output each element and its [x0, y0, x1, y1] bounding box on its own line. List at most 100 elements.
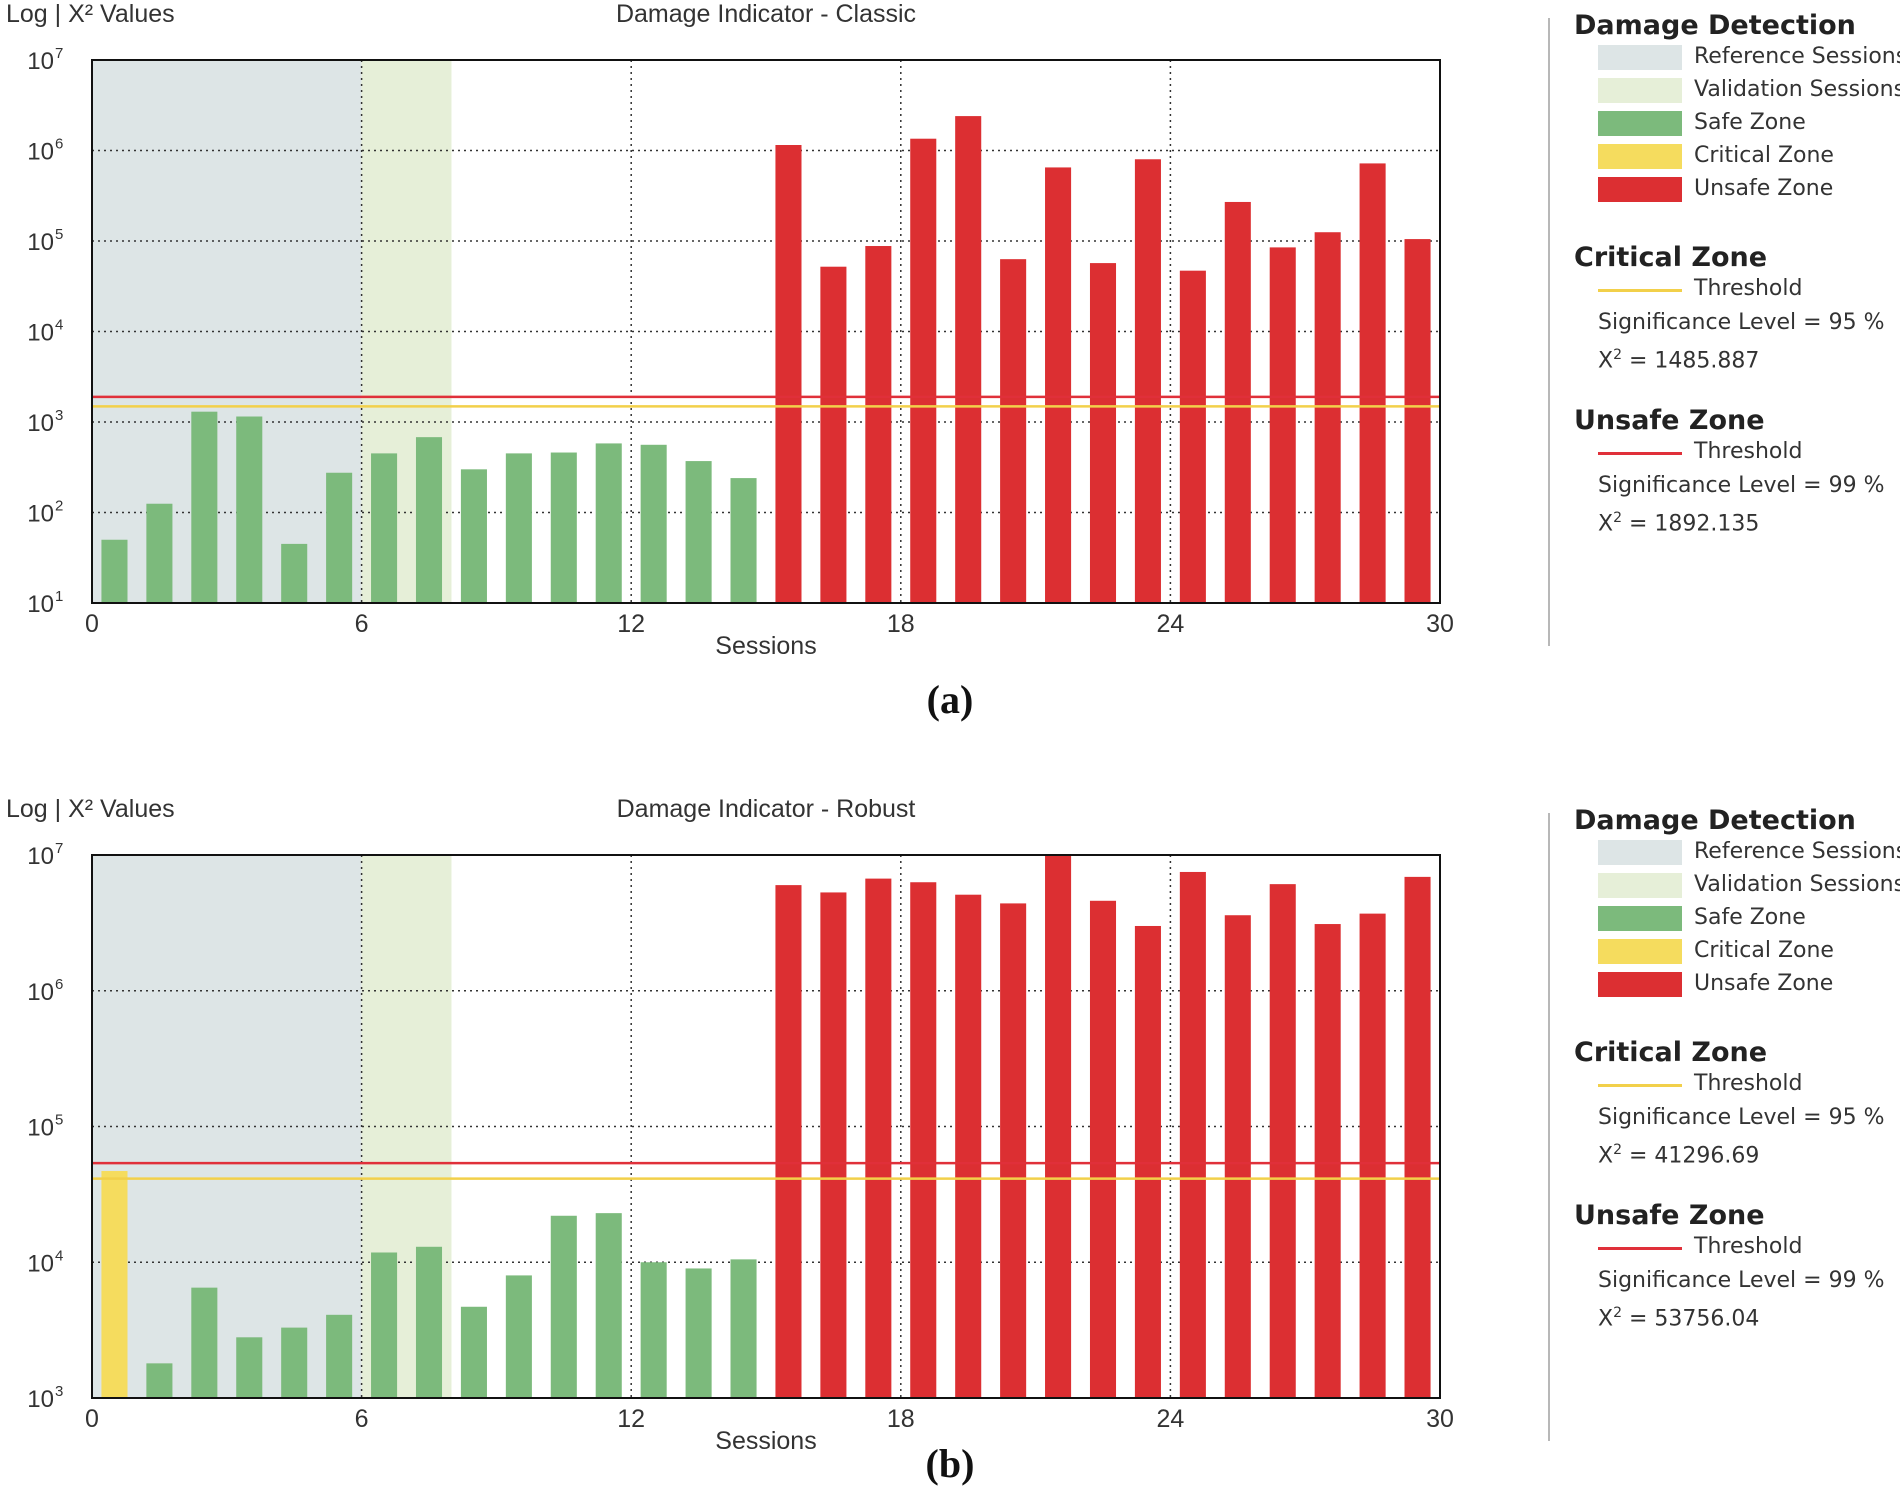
bar	[1089, 263, 1117, 603]
x-tick-label: 0	[85, 1405, 99, 1433]
bar	[1045, 167, 1072, 603]
unsafe-significance: Significance Level = 99 %	[1598, 1268, 1885, 1294]
bar	[371, 1252, 398, 1398]
bar	[1359, 913, 1386, 1398]
plot-frame	[91, 854, 1441, 1399]
x-tick-label: 30	[1426, 610, 1454, 638]
chart-title: Damage Indicator - Classic	[615, 0, 917, 28]
chi-exponent: 2	[1613, 510, 1622, 527]
bar	[910, 138, 937, 604]
legend-item-validation: Validation Sessions	[1574, 74, 1900, 107]
unsafe-threshold-swatch	[1598, 1247, 1682, 1251]
x-tick-label: 0	[85, 610, 99, 638]
bar	[640, 444, 667, 603]
chart-panel-robust: Log | X² Values Damage Indicator - Robus…	[0, 795, 1900, 1455]
legend: Damage Detection Reference Sessions Vali…	[1574, 10, 1900, 541]
bar	[281, 543, 308, 603]
y-tick-label: 10	[27, 1386, 54, 1413]
bar-chart-robust: 10 310 410 510 610 70 6 12 18 24 30	[27, 840, 1454, 1433]
bar	[236, 416, 263, 603]
y-tick-exponent: 7	[55, 45, 63, 62]
legend-label: Critical Zone	[1694, 938, 1834, 963]
chi-symbol: X	[1598, 1306, 1614, 1332]
bar	[1045, 855, 1072, 1398]
critical-zone-title: Critical Zone	[1574, 242, 1768, 273]
critical-zone-title: Critical Zone	[1574, 1037, 1768, 1068]
bar	[281, 1327, 308, 1398]
x-tick-label: 6	[355, 1405, 369, 1433]
reference-swatch	[1598, 840, 1682, 865]
bar	[1314, 924, 1341, 1398]
legend: Damage Detection Reference Sessions Vali…	[1574, 805, 1900, 1336]
bar	[101, 539, 128, 603]
bar	[595, 1213, 622, 1398]
y-tick-label: 10	[27, 979, 54, 1006]
bar	[371, 453, 398, 603]
legend-divider	[1548, 18, 1550, 646]
y-axis-title: Log | X² Values	[6, 795, 175, 823]
bar	[865, 878, 892, 1398]
legend-title: Damage Detection	[1574, 805, 1856, 836]
bar	[1224, 201, 1251, 603]
bar	[1179, 270, 1206, 603]
y-tick-exponent: 7	[55, 840, 63, 857]
bar	[326, 472, 353, 603]
chi-value: = 41296.69	[1622, 1143, 1760, 1169]
y-tick-label: 10	[27, 1250, 54, 1277]
y-axis-title: Log | X² Values	[6, 0, 175, 28]
bar	[955, 116, 982, 603]
chi-exponent: 2	[1613, 1305, 1622, 1322]
chi-value: = 53756.04	[1622, 1306, 1760, 1332]
legend-item-validation: Validation Sessions	[1574, 869, 1900, 902]
bar	[1359, 163, 1386, 603]
x-tick-label: 18	[887, 610, 915, 638]
panel-label-b: (b)	[925, 1441, 975, 1486]
unsafe-chi-square: X2 = 1892.135	[1574, 502, 1900, 540]
legend-item-safe: Safe Zone	[1574, 902, 1900, 935]
critical-threshold-swatch	[1598, 1084, 1682, 1087]
y-tick-exponent: 5	[55, 226, 63, 243]
bar	[1224, 915, 1251, 1398]
bar	[685, 461, 712, 603]
bar	[730, 1259, 757, 1398]
x-tick-label: 12	[617, 610, 645, 638]
bar	[505, 1275, 532, 1398]
bar	[415, 437, 443, 603]
y-tick-exponent: 6	[55, 136, 63, 153]
legend-item-safe: Safe Zone	[1574, 107, 1900, 140]
y-tick-label: 10	[27, 48, 54, 75]
plot-frame	[91, 59, 1441, 604]
y-tick-label: 10	[27, 320, 54, 347]
bar	[146, 503, 173, 603]
x-tick-label: 6	[355, 610, 369, 638]
critical-significance: Significance Level = 95 %	[1598, 310, 1885, 335]
bar	[1000, 903, 1027, 1398]
reference-swatch	[1598, 45, 1682, 70]
chart-title: Damage Indicator - Robust	[616, 795, 916, 823]
bar	[820, 266, 847, 603]
bar	[1134, 159, 1161, 603]
bar	[1000, 259, 1027, 603]
critical-threshold-swatch	[1598, 289, 1682, 292]
validation-swatch	[1598, 873, 1682, 898]
unsafe-significance: Significance Level = 99 %	[1598, 473, 1885, 499]
legend-label: Reference Sessions	[1694, 44, 1900, 69]
bar	[955, 894, 982, 1398]
bar	[865, 246, 892, 603]
bar	[640, 1262, 667, 1398]
x-tick-label: 18	[887, 1405, 915, 1433]
unsafe-swatch	[1598, 177, 1682, 202]
panel-label-a: (a)	[926, 677, 974, 722]
bar	[910, 882, 937, 1398]
x-tick-label: 12	[617, 1405, 645, 1433]
x-tick-label: 24	[1156, 1405, 1184, 1433]
legend-item-reference: Reference Sessions	[1574, 41, 1900, 74]
critical-chi-square: X2 = 1485.887	[1574, 339, 1900, 377]
y-tick-label: 10	[27, 843, 54, 870]
chi-value: = 1892.135	[1622, 511, 1760, 537]
validation-swatch	[1598, 78, 1682, 103]
legend-label: Critical Zone	[1694, 143, 1834, 168]
unsafe-threshold-item: Threshold	[1574, 1231, 1900, 1264]
critical-threshold-item: Threshold	[1574, 1068, 1900, 1101]
unsafe-swatch	[1598, 972, 1682, 997]
